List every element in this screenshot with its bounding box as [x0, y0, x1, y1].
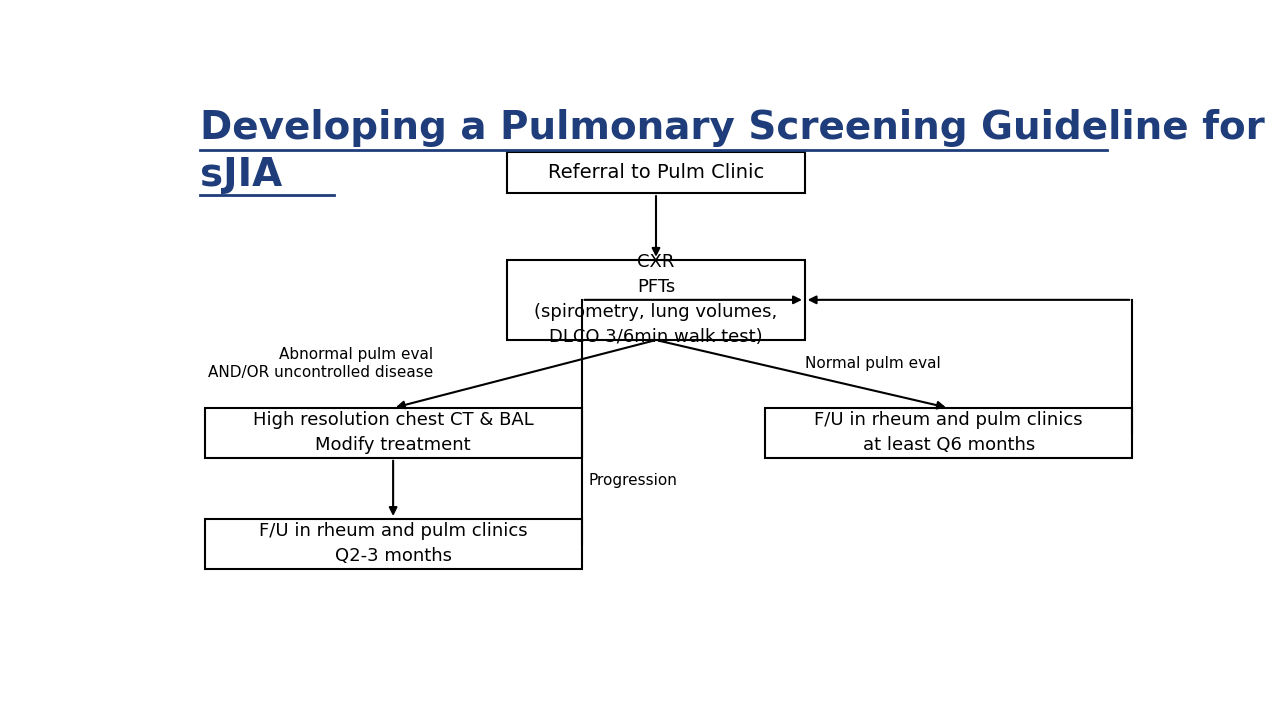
Text: High resolution chest CT & BAL
Modify treatment: High resolution chest CT & BAL Modify tr… — [252, 411, 534, 454]
Text: F/U in rheum and pulm clinics
at least Q6 months: F/U in rheum and pulm clinics at least Q… — [814, 411, 1083, 454]
FancyBboxPatch shape — [507, 260, 805, 340]
Text: Referral to Pulm Clinic: Referral to Pulm Clinic — [548, 163, 764, 182]
Text: Normal pulm eval: Normal pulm eval — [805, 356, 941, 371]
FancyBboxPatch shape — [205, 519, 581, 569]
FancyBboxPatch shape — [765, 408, 1133, 458]
Text: Abnormal pulm eval
AND/OR uncontrolled disease: Abnormal pulm eval AND/OR uncontrolled d… — [207, 347, 433, 379]
Text: CXR
PFTs
(spirometry, lung volumes,
DLCO 3/6min walk test): CXR PFTs (spirometry, lung volumes, DLCO… — [534, 253, 778, 346]
Text: Developing a Pulmonary Screening Guideline for: Developing a Pulmonary Screening Guideli… — [200, 109, 1265, 147]
Text: sJIA: sJIA — [200, 156, 282, 194]
Text: F/U in rheum and pulm clinics
Q2-3 months: F/U in rheum and pulm clinics Q2-3 month… — [259, 522, 527, 565]
FancyBboxPatch shape — [205, 408, 581, 458]
FancyBboxPatch shape — [507, 151, 805, 193]
Text: Progression: Progression — [589, 472, 677, 487]
